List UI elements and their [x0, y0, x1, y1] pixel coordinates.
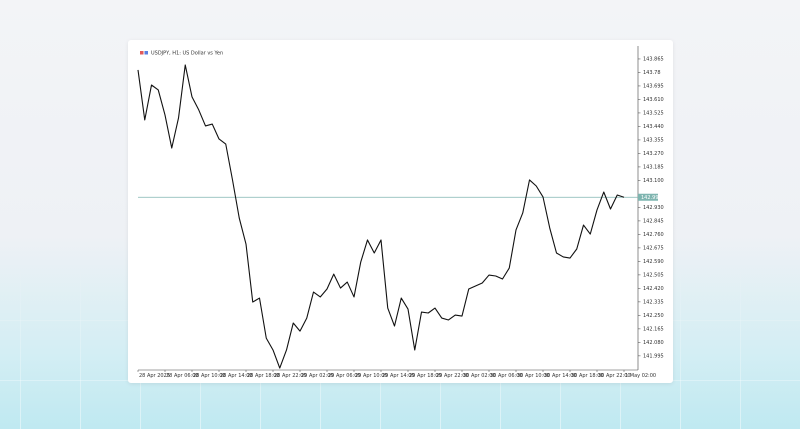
- y-tick-label: 142.165: [643, 326, 664, 332]
- y-tick-label: 142.675: [643, 245, 664, 251]
- y-tick-label: 142.505: [643, 272, 664, 278]
- price-line: [137, 64, 625, 369]
- y-tick-label: 141.995: [643, 353, 664, 359]
- x-tick-label: 28 Apr 18:00: [247, 373, 280, 379]
- x-tick-label: 29 Apr 06:00: [328, 373, 361, 379]
- y-tick-label: 143.440: [643, 124, 664, 130]
- y-tick-label: 143.270: [643, 151, 664, 157]
- y-tick-label: 142.080: [643, 340, 664, 346]
- chart-card: [128, 40, 673, 383]
- x-tick-label: 28 Apr 06:00: [166, 373, 199, 379]
- x-tick-label: 28 Apr 22:00: [274, 373, 307, 379]
- x-tick-label: 29 Apr 18:00: [409, 373, 442, 379]
- x-tick-label: 29 Apr 02:00: [301, 373, 334, 379]
- symbol-icon: [140, 51, 144, 55]
- y-tick-label: 142.845: [643, 218, 664, 224]
- x-tick-label: 1 May 02:00: [625, 373, 656, 379]
- y-tick-label: 142.760: [643, 232, 664, 238]
- last-price-box: [638, 193, 658, 201]
- x-tick-label: 28 Apr 10:00: [193, 373, 226, 379]
- y-tick-label: 143.865: [643, 56, 664, 62]
- symbol-icon: [144, 51, 148, 55]
- y-tick-label: 143.78: [643, 70, 661, 76]
- chart-title: USDJPY, H1: US Dollar vs Yen: [151, 51, 223, 57]
- x-tick-label: 30 Apr 18:00: [571, 373, 604, 379]
- x-tick-label: 30 Apr 22:00: [598, 373, 631, 379]
- x-tick-label: 29 Apr 10:00: [355, 373, 388, 379]
- x-tick-label: 28 Apr 2025: [139, 373, 170, 379]
- y-tick-label: 142.420: [643, 286, 664, 292]
- y-tick-label: 143.100: [643, 178, 664, 184]
- y-tick-label: 142.590: [643, 259, 664, 265]
- y-tick-label: 143.355: [643, 137, 664, 143]
- x-tick-label: 29 Apr 22:00: [436, 373, 469, 379]
- x-tick-label: 30 Apr 02:00: [463, 373, 496, 379]
- y-tick-label: 143.185: [643, 164, 664, 170]
- x-tick-label: 28 Apr 14:00: [220, 373, 253, 379]
- y-tick-label: 143.695: [643, 83, 664, 89]
- y-tick-label: 142.250: [643, 313, 664, 319]
- x-tick-label: 29 Apr 14:00: [382, 373, 415, 379]
- x-tick-label: 30 Apr 06:00: [490, 373, 523, 379]
- x-tick-label: 30 Apr 10:00: [517, 373, 550, 379]
- x-tick-label: 30 Apr 14:00: [544, 373, 577, 379]
- y-tick-label: 142.930: [643, 205, 664, 211]
- last-price-label: 142.994: [641, 195, 662, 201]
- y-tick-label: 142.335: [643, 299, 664, 305]
- y-tick-label: 143.525: [643, 110, 664, 116]
- y-tick-label: 143.610: [643, 97, 664, 103]
